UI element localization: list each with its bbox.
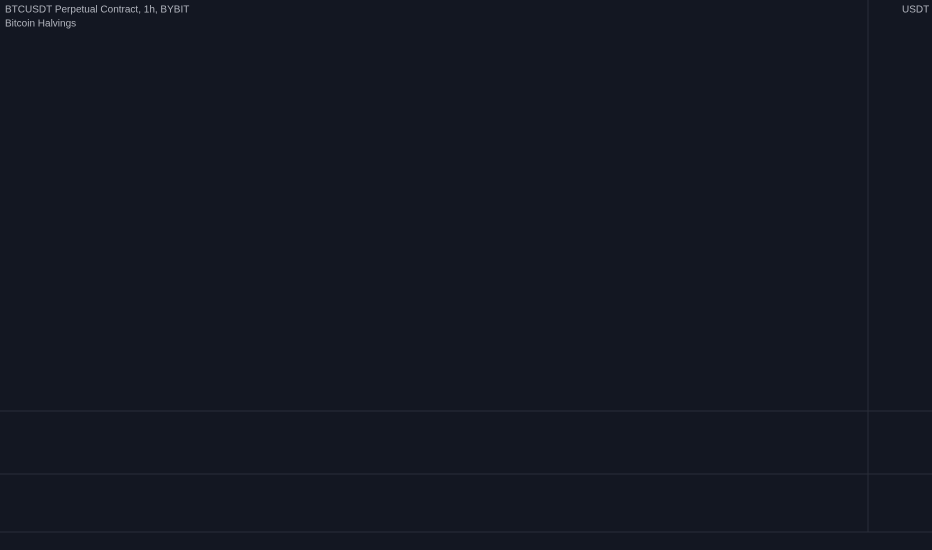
- currency: USDT: [902, 5, 929, 16]
- price-axis-bg: [868, 0, 932, 550]
- chart-title: BTCUSDT Perpetual Contract, 1h, BYBIT: [5, 5, 189, 16]
- chart-subtitle: Bitcoin Halvings: [5, 19, 76, 30]
